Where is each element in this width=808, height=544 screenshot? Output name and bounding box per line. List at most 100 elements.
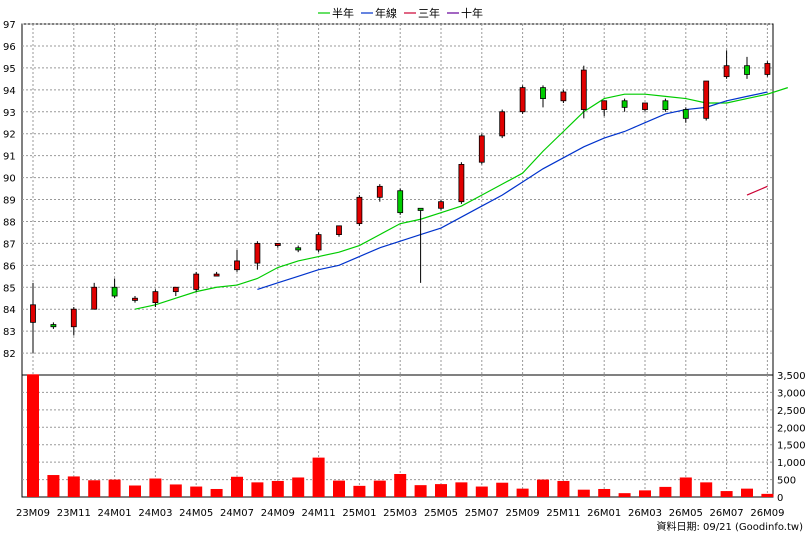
candle-body-0 (30, 304, 36, 323)
volume-bar-9 (210, 488, 223, 497)
volume-grid (22, 375, 773, 497)
candle-32 (682, 107, 689, 123)
candle-6 (152, 289, 159, 307)
volume-tick-0: 0 (777, 493, 783, 504)
candle-body-1 (50, 324, 57, 328)
x-label-16: 26M05 (669, 508, 703, 519)
price-tick-2: 84 (3, 305, 16, 316)
candle-body-32 (682, 109, 689, 119)
candle-22 (478, 133, 485, 165)
volume-bar-3 (88, 480, 101, 497)
volume-bar-28 (598, 488, 611, 497)
candle-29 (621, 98, 628, 112)
volume-bar-5 (129, 485, 141, 497)
legend-label-1: 年線 (375, 6, 397, 20)
price-tick-14: 96 (3, 42, 16, 53)
price-tick-5: 87 (3, 239, 16, 250)
volume-bar-4 (108, 479, 121, 497)
data-date-footer: 資料日期: 09/21 (Goodinfo.tw) (656, 520, 803, 533)
candle-33 (703, 80, 710, 121)
candle-body-23 (499, 111, 506, 137)
candle-26 (560, 89, 567, 103)
candle-body-17 (376, 185, 383, 198)
candle-body-20 (438, 201, 444, 209)
candle-34 (723, 50, 730, 79)
candle-35 (744, 56, 750, 79)
candle-2 (70, 306, 77, 336)
price-tick-12: 94 (3, 86, 16, 97)
volume-tick-7: 3,500 (777, 371, 806, 382)
candle-21 (458, 162, 465, 204)
candle-3 (91, 282, 98, 310)
candle-10 (234, 249, 240, 272)
candle-1 (50, 322, 57, 329)
volume-bar-29 (618, 493, 631, 497)
volume-bar-0 (27, 374, 39, 497)
x-axis-labels: 23M09 23M11 24M01 24M03 24M05 24M07 24M09 24M11… (16, 508, 784, 519)
volume-bar-19 (414, 485, 427, 497)
volume-bar-7 (169, 484, 182, 497)
moving-average-lines (134, 87, 788, 310)
candle-24 (519, 85, 526, 114)
candle-14 (315, 232, 322, 253)
x-label-4: 24M05 (179, 508, 213, 519)
x-label-8: 25M01 (342, 508, 376, 519)
volume-bar-30 (639, 490, 651, 497)
candle-body-29 (621, 100, 628, 108)
candle-20 (438, 199, 444, 211)
volume-bar-13 (292, 477, 305, 497)
candle-body-19 (417, 207, 424, 211)
x-label-7: 24M11 (302, 508, 336, 519)
candle-4 (111, 278, 118, 299)
volume-tick-3: 1,500 (777, 441, 806, 452)
price-tick-8: 90 (3, 174, 16, 185)
candle-12 (274, 242, 281, 248)
candle-30 (642, 102, 648, 112)
volume-bar-25 (537, 479, 549, 497)
x-label-9: 25M03 (383, 508, 417, 519)
volume-bar-8 (190, 486, 203, 497)
candle-11 (254, 241, 261, 270)
volume-bar-32 (679, 477, 692, 497)
candle-body-24 (519, 87, 526, 113)
volume-bar-21 (455, 482, 468, 497)
x-label-10: 25M05 (424, 508, 458, 519)
candle-body-27 (580, 69, 587, 110)
candle-17 (376, 184, 383, 202)
candlesticks (30, 50, 771, 354)
candle-7 (172, 286, 179, 297)
volume-bar-2 (67, 476, 80, 497)
legend-label-0: 半年 (332, 6, 354, 20)
candle-body-4 (111, 286, 118, 297)
candle-body-12 (274, 242, 281, 246)
candle-body-35 (744, 65, 750, 75)
candle-body-36 (764, 63, 771, 75)
price-axis-ticks: 82 83 84 85 86 87 88 89 90 91 92 93 94 95 96 97 (3, 20, 16, 360)
x-label-13: 25M11 (546, 508, 580, 519)
volume-tick-2: 1,000 (777, 458, 806, 469)
volume-bar-6 (149, 478, 162, 497)
volume-bars (27, 374, 774, 497)
candle-body-22 (478, 135, 485, 163)
x-label-11: 25M07 (465, 508, 499, 519)
volume-tick-1: 500 (777, 476, 796, 487)
x-label-6: 24M09 (261, 508, 295, 519)
price-tick-15: 97 (3, 20, 16, 31)
candle-body-16 (356, 196, 363, 225)
volume-bar-22 (475, 486, 488, 497)
volume-bar-34 (720, 491, 733, 497)
candle-5 (132, 296, 138, 303)
volume-bar-1 (47, 475, 60, 497)
candle-9 (213, 271, 220, 277)
series-line-2 (746, 185, 768, 196)
volume-bar-14 (312, 457, 325, 497)
candle-25 (540, 85, 546, 108)
volume-bar-17 (373, 480, 386, 497)
candle-0 (30, 282, 36, 354)
price-tick-4: 86 (3, 261, 16, 272)
candle-body-18 (397, 190, 404, 214)
volume-tick-6: 3,000 (777, 388, 806, 399)
x-label-14: 26M01 (587, 508, 621, 519)
x-label-3: 24M03 (138, 508, 172, 519)
